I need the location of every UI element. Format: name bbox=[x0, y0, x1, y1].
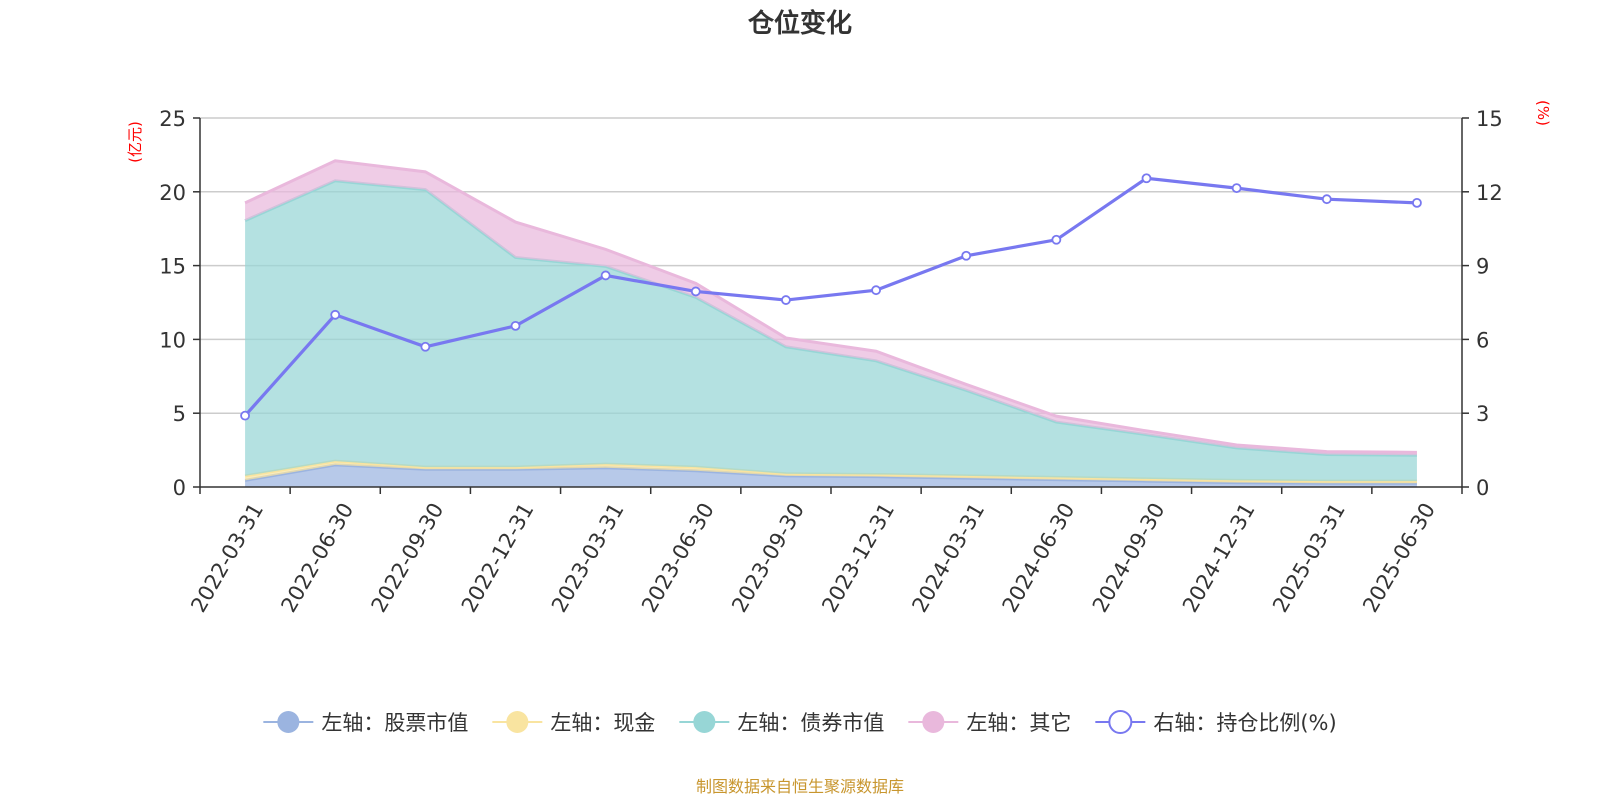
ratio-point bbox=[240, 410, 250, 421]
legend-dot-icon bbox=[277, 711, 300, 733]
stacked-areas bbox=[244, 159, 1417, 487]
ratio-point bbox=[1141, 173, 1152, 184]
right-axis-tick-label: 6 bbox=[1476, 328, 1489, 352]
ratio-point bbox=[1231, 183, 1242, 194]
legend-item[interactable]: 左轴：现金 bbox=[492, 711, 655, 735]
legend-item[interactable]: 左轴：股票市值 bbox=[263, 711, 468, 735]
x-axis-tick-label: 2024-12-31 bbox=[1178, 499, 1260, 617]
legend-dot-icon bbox=[506, 711, 529, 733]
x-axis-tick-label: 2022-06-30 bbox=[276, 499, 358, 617]
legend-item[interactable]: 左轴：债券市值 bbox=[679, 711, 884, 735]
legend-item[interactable]: 右轴：持仓比例(%) bbox=[1095, 710, 1337, 735]
ratio-point bbox=[600, 270, 611, 281]
x-axis-tick-label: 2023-06-30 bbox=[637, 499, 719, 617]
left-axis-tick-label: 0 bbox=[173, 476, 186, 500]
x-axis-tick-label: 2023-12-31 bbox=[817, 499, 899, 617]
legend-label: 左轴：其它 bbox=[966, 711, 1071, 735]
x-axis-tick-label: 2022-09-30 bbox=[367, 499, 449, 617]
x-axis-tick-label: 2023-09-30 bbox=[727, 499, 809, 617]
ratio-point bbox=[420, 341, 431, 352]
ratio-line-path bbox=[243, 176, 1417, 417]
x-axis-tick-label: 2024-09-30 bbox=[1088, 499, 1170, 617]
left-axis-tick-label: 5 bbox=[173, 402, 186, 426]
legend-label: 右轴：持仓比例(%) bbox=[1153, 711, 1336, 735]
left-axis-tick-label: 15 bbox=[159, 255, 186, 279]
left-axis-unit-label: (亿元) bbox=[126, 121, 144, 163]
x-axis-tick-label: 2022-12-31 bbox=[457, 499, 539, 617]
right-axis-tick-label: 15 bbox=[1476, 107, 1503, 131]
right-axis-tick-label: 12 bbox=[1476, 181, 1503, 205]
right-axis-tick-label: 9 bbox=[1476, 255, 1489, 279]
area-series-3 bbox=[245, 180, 1417, 482]
data-source-note: 制图数据来自恒生聚源数据库 bbox=[696, 777, 904, 796]
ratio-point bbox=[1051, 234, 1062, 245]
right-axis-unit-label: (%) bbox=[1534, 100, 1552, 126]
x-axis-tick-label: 2024-03-31 bbox=[907, 499, 989, 617]
legend-label: 左轴：股票市值 bbox=[321, 711, 468, 735]
area-series-edge-4 bbox=[244, 159, 1417, 454]
x-axis-tick-label: 2023-03-31 bbox=[547, 499, 629, 617]
right-axis-tick-label: 0 bbox=[1476, 476, 1489, 500]
left-axis-tick-label: 20 bbox=[159, 181, 186, 205]
legend-item[interactable]: 左轴：其它 bbox=[908, 711, 1071, 735]
legend: 左轴：股票市值 左轴：现金 左轴：债券市值 左轴：其它 右轴：持仓比例(%) bbox=[263, 710, 1337, 735]
legend-label: 左轴：债券市值 bbox=[737, 711, 884, 735]
x-axis-tick-label: 2024-06-30 bbox=[998, 499, 1080, 617]
x-axis-tick-label: 2022-03-31 bbox=[186, 499, 268, 617]
ratio-point bbox=[1321, 194, 1332, 205]
legend-circle-icon bbox=[1108, 710, 1133, 734]
x-axis-tick-label: 2025-03-31 bbox=[1268, 499, 1350, 617]
ratio-point bbox=[871, 285, 881, 296]
ratio-point bbox=[961, 250, 972, 261]
ratio-point bbox=[510, 320, 521, 331]
legend-label: 左轴：现金 bbox=[550, 711, 655, 735]
x-axis-tick-label: 2025-06-30 bbox=[1358, 499, 1440, 617]
legend-dot-icon bbox=[693, 711, 716, 733]
ratio-point bbox=[781, 295, 791, 305]
left-axis-tick-label: 25 bbox=[159, 107, 186, 131]
area-series-4 bbox=[245, 160, 1417, 456]
ratio-point bbox=[690, 286, 701, 297]
chart-title: 仓位变化 bbox=[747, 8, 852, 39]
ratio-line bbox=[240, 173, 1422, 421]
ratio-point bbox=[330, 309, 341, 320]
left-axis-tick-label: 10 bbox=[159, 328, 186, 352]
legend-dot-icon bbox=[922, 711, 945, 733]
ratio-point bbox=[1412, 197, 1422, 208]
right-axis-tick-label: 3 bbox=[1476, 402, 1489, 426]
